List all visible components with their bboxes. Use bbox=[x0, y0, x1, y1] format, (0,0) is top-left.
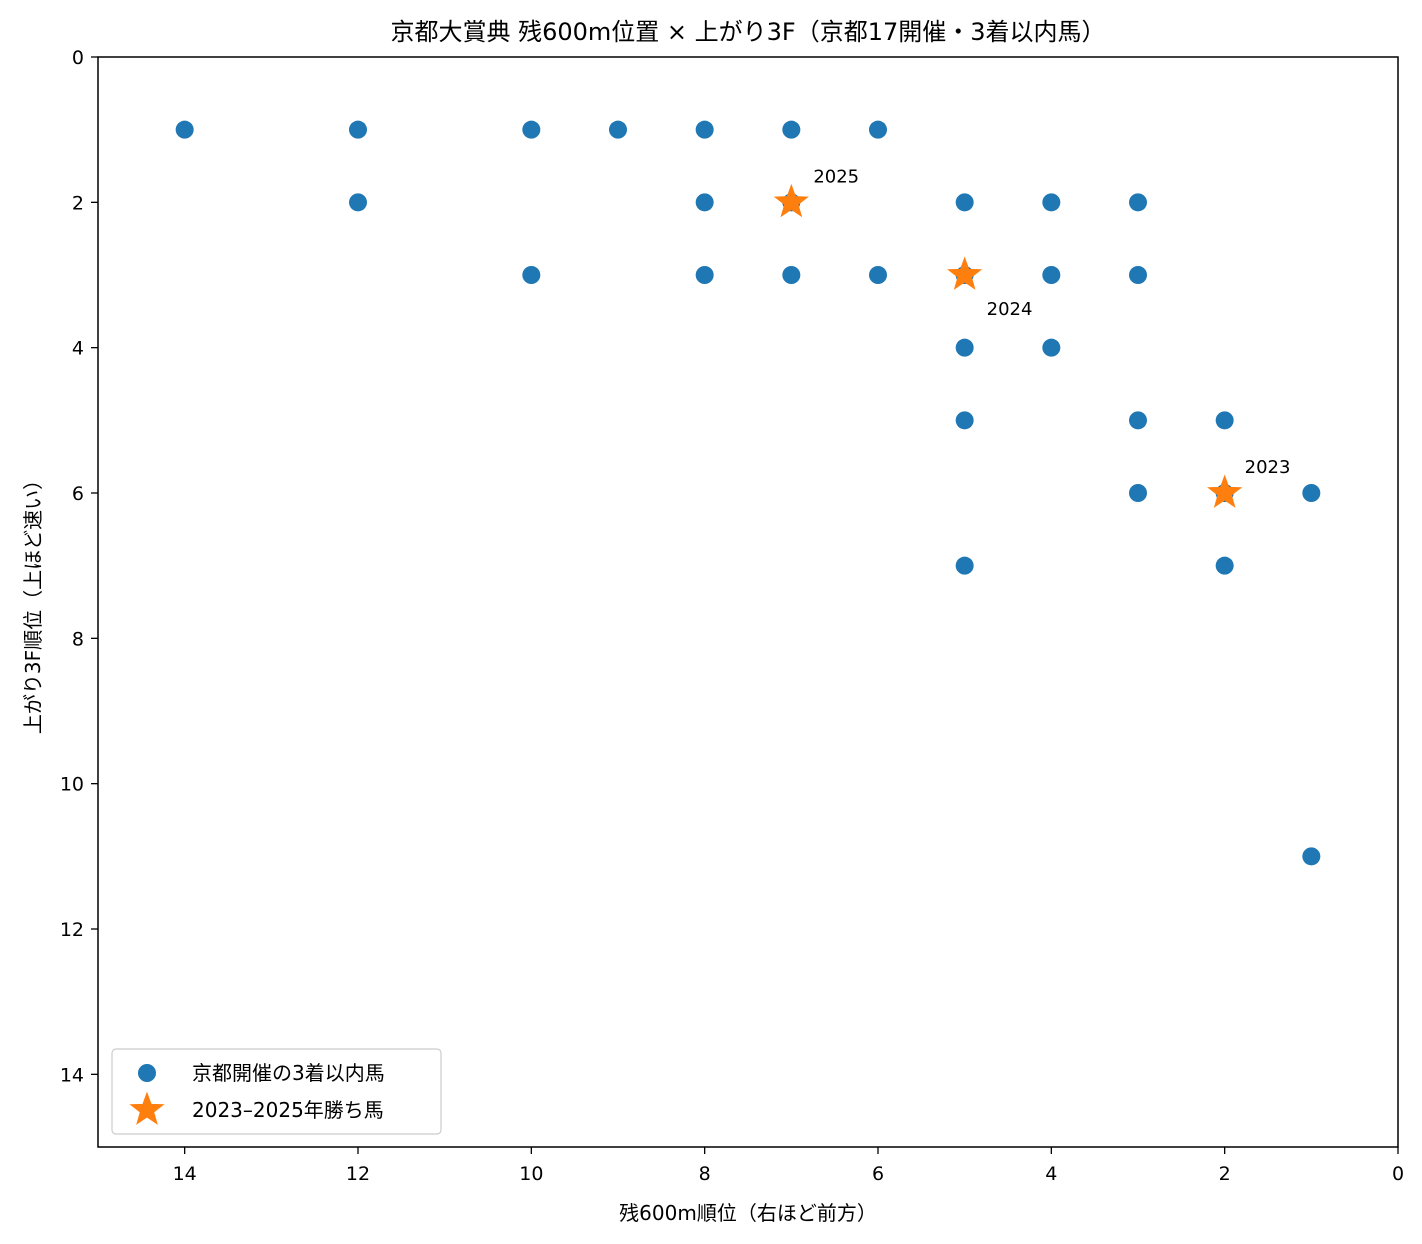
winner-star-point bbox=[773, 183, 809, 218]
plot-frame bbox=[97, 56, 1399, 1148]
x-tick-label: 6 bbox=[872, 1163, 884, 1185]
legend-box bbox=[111, 1048, 442, 1135]
data-point bbox=[782, 266, 801, 284]
data-point bbox=[955, 193, 974, 212]
data-point bbox=[349, 120, 367, 139]
data-point bbox=[869, 120, 887, 139]
axes: 14 12 10 8 6 4 2 0 0 2 4 6 8 10 12 14 bbox=[60, 47, 1404, 1185]
winner-star-point bbox=[947, 256, 983, 290]
y-tick-label: 8 bbox=[72, 628, 84, 650]
y-tick-label: 12 bbox=[60, 919, 84, 941]
data-point bbox=[1129, 411, 1147, 430]
x-tick-label: 4 bbox=[1045, 1163, 1057, 1185]
data-point bbox=[349, 193, 367, 212]
legend: 京都開催の3着以内馬 2023–2025年勝ち馬 bbox=[111, 1048, 442, 1135]
x-tick-label: 10 bbox=[519, 1163, 543, 1185]
data-point bbox=[1302, 484, 1321, 502]
x-tick-label: 0 bbox=[1392, 1163, 1404, 1185]
data-point bbox=[782, 120, 801, 139]
legend-circle-marker bbox=[138, 1064, 156, 1082]
x-tick-label: 2 bbox=[1219, 1163, 1231, 1185]
data-point bbox=[1129, 266, 1147, 284]
x-axis-label: 残600m順位（右ほど前方） bbox=[619, 1201, 877, 1225]
y-axis-label: 上がり3F順位（上ほど速い） bbox=[21, 470, 45, 734]
winner-year-label: 2023 bbox=[1245, 457, 1291, 478]
y-tick-label: 2 bbox=[72, 192, 84, 214]
winner-star-point bbox=[1207, 474, 1243, 508]
data-point bbox=[695, 193, 714, 212]
data-point bbox=[1042, 193, 1061, 212]
x-tick-label: 14 bbox=[173, 1163, 197, 1185]
data-point bbox=[175, 120, 194, 139]
x-tick-label: 12 bbox=[346, 1163, 370, 1185]
data-point bbox=[955, 411, 974, 430]
data-point bbox=[1042, 266, 1061, 284]
data-point bbox=[1215, 556, 1234, 575]
legend-label-top3: 京都開催の3着以内馬 bbox=[192, 1061, 385, 1085]
data-point bbox=[1129, 484, 1147, 502]
data-point bbox=[955, 338, 974, 357]
data-point bbox=[869, 266, 887, 284]
x-tick-label: 8 bbox=[699, 1163, 711, 1185]
plot-area: 2025 2024 2023 bbox=[175, 120, 1321, 866]
data-point bbox=[522, 266, 541, 284]
data-point bbox=[1302, 847, 1321, 866]
data-point bbox=[609, 120, 627, 139]
y-tick-label: 0 bbox=[72, 47, 84, 69]
data-point bbox=[1042, 338, 1061, 357]
legend-label-winners: 2023–2025年勝ち馬 bbox=[192, 1098, 384, 1122]
data-point bbox=[695, 120, 714, 139]
data-point bbox=[1215, 411, 1234, 430]
y-tick-label: 10 bbox=[60, 774, 84, 796]
data-point bbox=[695, 266, 714, 284]
data-point bbox=[1129, 193, 1147, 212]
data-point bbox=[955, 556, 974, 575]
y-tick-label: 14 bbox=[60, 1064, 84, 1086]
winner-year-label: 2025 bbox=[813, 166, 859, 187]
chart-title: 京都大賞典 残600m位置 × 上がり3F（京都17開催・3着以内馬） bbox=[390, 18, 1105, 46]
data-point bbox=[522, 120, 541, 139]
winner-year-label: 2024 bbox=[987, 299, 1033, 320]
y-tick-label: 4 bbox=[72, 338, 84, 360]
y-tick-label: 6 bbox=[72, 483, 84, 505]
legend-star-marker bbox=[129, 1091, 165, 1125]
